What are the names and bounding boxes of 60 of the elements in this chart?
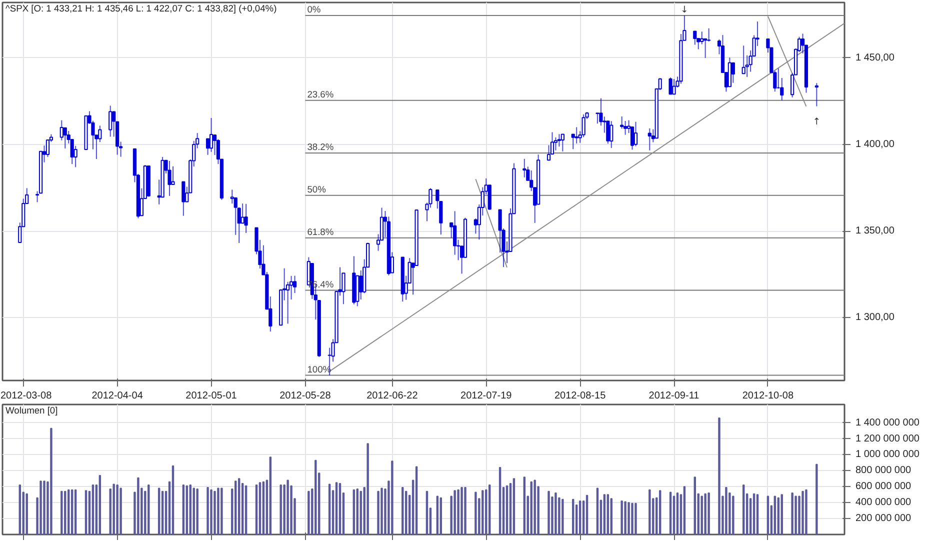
- chart-title: Wolumen [0]: [6, 406, 58, 416]
- annotation: 38.2%: [307, 142, 334, 152]
- candlestick: [560, 134, 564, 152]
- candlestick: [171, 166, 175, 185]
- candlestick: [574, 126, 578, 144]
- annotation: ↑: [812, 116, 821, 128]
- x-tick-label: 2012-09-11: [648, 390, 700, 402]
- candlestick: [359, 270, 363, 300]
- y-tick-label: 1 400 000 000: [856, 417, 920, 428]
- candlestick: [742, 45, 746, 74]
- candlestick: [98, 125, 102, 143]
- candlestick: [707, 28, 711, 42]
- annotation: 0%: [307, 4, 321, 14]
- candlestick: [731, 62, 735, 84]
- candlestick: [168, 160, 172, 196]
- annotation: 61.8%: [307, 226, 334, 237]
- x-tick-label: 2012-10-08: [742, 390, 794, 402]
- annotation: ↓: [680, 4, 688, 16]
- candlestick: [557, 134, 561, 148]
- chart-title: ^SPX [O: 1 433,21 H: 1 435,46 L: 1 422,07 C: 1 433,82] (+0,04%): [6, 4, 277, 14]
- y-tick-label: 600 000 000: [856, 481, 912, 492]
- candlestick: [439, 200, 443, 236]
- candlestick: [546, 144, 551, 161]
- candlestick: [244, 203, 248, 234]
- candlestick: [814, 82, 818, 107]
- x-tick-label: 2012-06-22: [366, 390, 418, 402]
- y-tick-label: 1 450,00: [856, 52, 895, 64]
- y-tick-label: 1 350,00: [856, 226, 895, 237]
- candlestick: [648, 128, 652, 151]
- candlestick: [668, 76, 672, 95]
- x-tick-label: 2012-05-28: [280, 390, 332, 402]
- x-tick-label: 2012-07-19: [460, 390, 512, 402]
- x-tick-label: 2012-04-04: [92, 390, 144, 402]
- x-tick-label: 2012-05-01: [186, 390, 238, 402]
- candlestick: [610, 120, 614, 148]
- y-tick-label: 1 300,00: [856, 312, 895, 324]
- candlestick: [596, 112, 600, 124]
- annotation: 23.6%: [307, 89, 334, 100]
- candlestick: [209, 117, 214, 152]
- candlestick: [672, 78, 676, 95]
- y-tick-label: 800 000 000: [856, 465, 912, 476]
- candlestick: [623, 120, 628, 136]
- y-tick-label: 1 000 000 000: [856, 449, 920, 460]
- y-tick-label: 400 000 000: [856, 497, 912, 508]
- candlestick: [606, 120, 610, 144]
- candlestick: [182, 181, 186, 216]
- candlestick: [634, 121, 638, 147]
- y-tick-label: 1 200 000 000: [856, 433, 920, 444]
- y-tick-label: 200 000 000: [856, 513, 912, 524]
- candlestick: [693, 30, 697, 46]
- y-tick-label: 1 400,00: [856, 138, 895, 150]
- candlestick: [206, 138, 210, 156]
- x-tick-label: 2012-08-15: [554, 390, 606, 402]
- candlestick: [230, 189, 234, 204]
- candlestick: [522, 158, 526, 178]
- x-tick-label: 2012-03-08: [0, 390, 52, 402]
- annotation: 50%: [307, 184, 326, 194]
- candlestick: [108, 105, 112, 138]
- candlestick: [63, 127, 67, 149]
- candlestick: [728, 57, 732, 88]
